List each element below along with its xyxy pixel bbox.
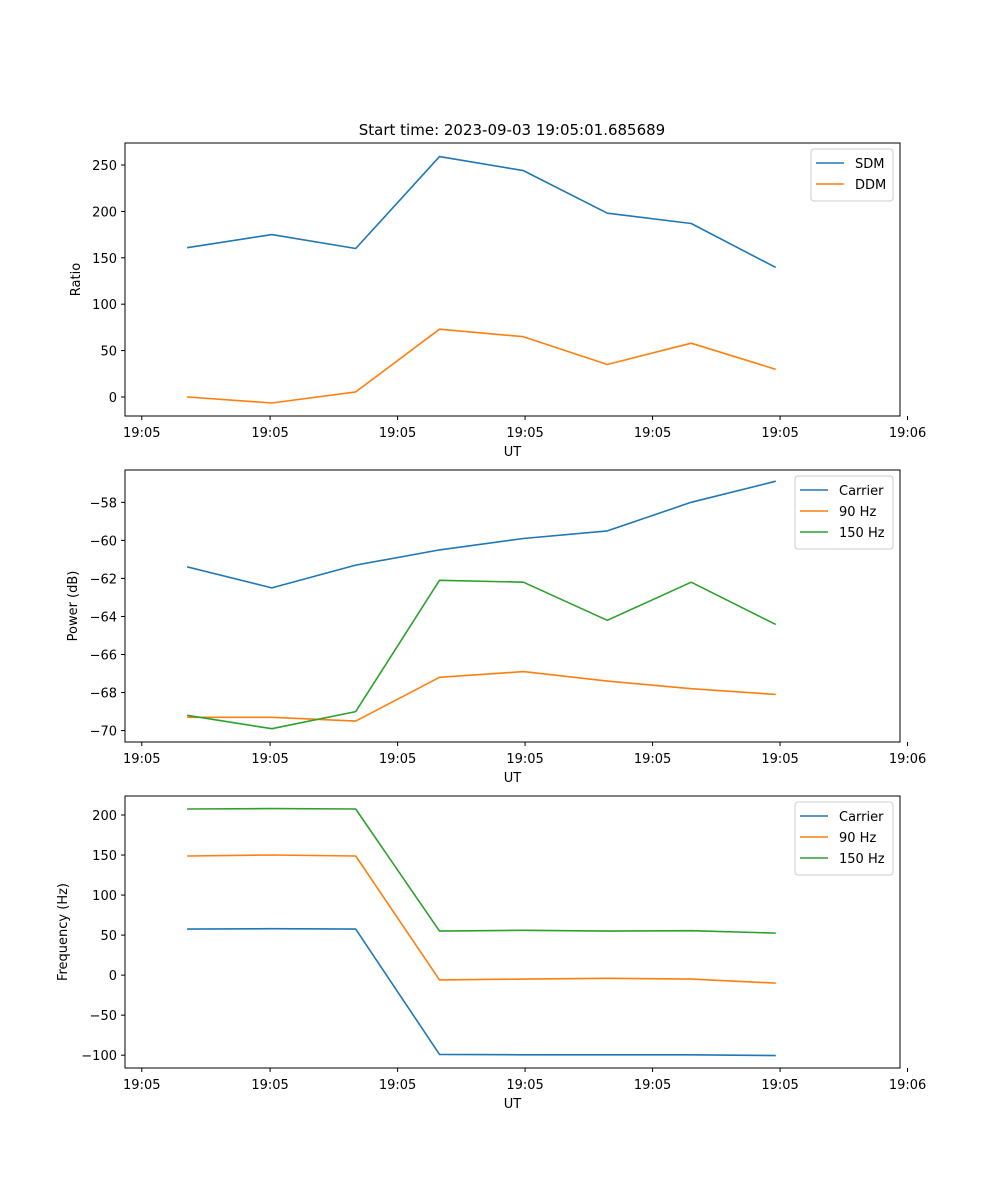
x-tick-label: 19:05: [761, 752, 798, 767]
x-tick-label: 19:05: [123, 752, 160, 767]
y-axis-label: Frequency (Hz): [56, 883, 71, 981]
x-tick-label: 19:05: [634, 426, 671, 441]
series-line-carrier: [187, 927, 776, 1057]
legend-box: [794, 475, 894, 550]
legend: Carrier 90 Hz 150 Hz: [794, 801, 894, 876]
y-tick-label: 150: [92, 849, 117, 864]
legend-label: 150 Hz: [839, 526, 885, 541]
x-tick-label: 19:05: [123, 426, 160, 441]
x-tick-label: 19:06: [889, 426, 926, 441]
y-tick-label: −64: [90, 610, 117, 625]
legend-label: SDM: [855, 157, 884, 172]
x-tick-label: 19:05: [251, 1078, 288, 1093]
legend: SDM DDM: [810, 148, 894, 202]
y-tick-label: −58: [90, 496, 117, 511]
y-tick-label: 150: [92, 252, 117, 267]
legend-box: [794, 801, 894, 876]
legend-box: [810, 148, 894, 202]
series-line-150-hz: [186, 579, 777, 730]
series-line-90-hz: [187, 670, 776, 722]
panel-2: 19:05 19:05 19:05 19:05 19:05 19:05 19:06 −70 −6…: [66, 469, 926, 786]
y-tick-label: 250: [92, 159, 117, 174]
x-tick-label: 19:05: [761, 1078, 798, 1093]
axes-frame: [124, 142, 901, 417]
x-tick-label: 19:05: [506, 1078, 543, 1093]
series-line-sdm: [186, 155, 777, 269]
legend-label: Carrier: [839, 810, 884, 825]
y-tick-label: 200: [92, 809, 117, 824]
y-tick-label: 50: [100, 345, 117, 360]
y-tick-label: 0: [109, 391, 117, 406]
panel-3: 19:05 19:05 19:05 19:05 19:05 19:05 19:06 −100 −…: [56, 795, 926, 1112]
y-tick-label: −70: [90, 725, 117, 740]
y-tick-label: −68: [90, 687, 117, 702]
legend-label: Carrier: [839, 484, 884, 499]
y-tick-label: 100: [92, 889, 117, 904]
x-tick-label: 19:05: [506, 752, 543, 767]
series-line-90-hz: [187, 854, 776, 984]
x-axis-label: UT: [504, 771, 522, 786]
y-tick-label: 200: [92, 205, 117, 220]
legend-label: 150 Hz: [839, 852, 885, 867]
series-line-carrier: [186, 480, 776, 589]
legend-label: 90 Hz: [839, 831, 876, 846]
x-tick-label: 19:05: [761, 426, 798, 441]
y-tick-label: 100: [92, 298, 117, 313]
x-tick-label: 19:05: [506, 426, 543, 441]
axes-frame: [124, 795, 901, 1069]
figure-title: Start time: 2023-09-03 19:05:01.685689: [359, 121, 665, 139]
series-line-150-hz: [187, 807, 776, 934]
legend-label: 90 Hz: [839, 505, 876, 520]
legend: Carrier 90 Hz 150 Hz: [794, 475, 894, 550]
x-tick-label: 19:05: [251, 426, 288, 441]
panel-1: 19:05 19:05 19:05 19:05 19:05 19:05 19:06 0 50 10…: [69, 142, 926, 460]
y-tick-label: −62: [90, 572, 117, 587]
x-tick-label: 19:05: [379, 426, 416, 441]
x-tick-label: 19:05: [123, 1078, 160, 1093]
x-tick-label: 19:05: [634, 1078, 671, 1093]
series-line-ddm: [187, 328, 777, 404]
axes-frame: [124, 469, 901, 743]
y-axis-label: Power (dB): [66, 571, 81, 642]
x-axis-label: UT: [504, 445, 522, 460]
x-tick-label: 19:05: [379, 1078, 416, 1093]
y-tick-label: −60: [90, 534, 117, 549]
y-tick-label: −50: [90, 1009, 117, 1024]
legend-label: DDM: [855, 178, 886, 193]
x-tick-label: 19:06: [889, 1078, 926, 1093]
y-tick-label: −66: [90, 649, 117, 664]
x-tick-label: 19:06: [889, 752, 926, 767]
x-tick-label: 19:05: [379, 752, 416, 767]
y-tick-label: 50: [100, 929, 117, 944]
x-tick-label: 19:05: [634, 752, 671, 767]
y-axis-label: Ratio: [69, 263, 84, 296]
x-tick-label: 19:05: [251, 752, 288, 767]
x-axis-label: UT: [504, 1097, 522, 1112]
y-tick-label: 0: [109, 969, 117, 984]
y-tick-label: −100: [81, 1049, 117, 1064]
